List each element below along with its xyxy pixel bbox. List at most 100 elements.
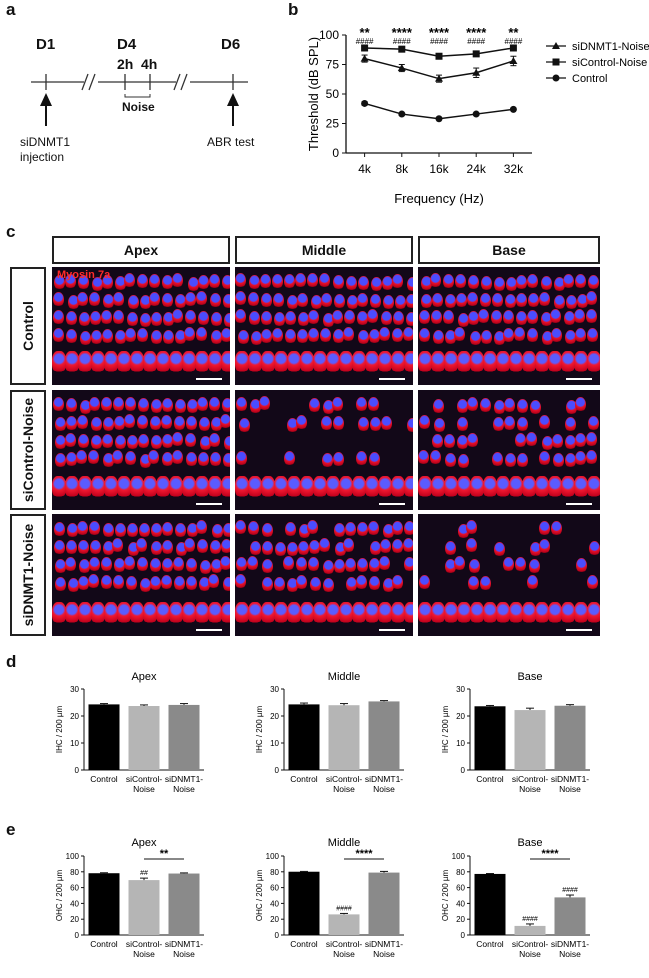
hair-cell [503, 328, 515, 344]
bar-y-tick-label: 20 [456, 712, 465, 721]
hair-cell [381, 416, 393, 432]
inner-hair-cell [117, 351, 131, 373]
bar-y-tick-label: 0 [75, 931, 80, 940]
hair-cell [100, 396, 112, 412]
bar-chart-title: Apex [131, 837, 157, 849]
abr-data-point [398, 45, 406, 53]
hair-cell [184, 432, 196, 448]
hair-cell [223, 523, 230, 539]
hair-cell [54, 576, 66, 592]
bar [554, 897, 586, 935]
hair-cell [295, 273, 306, 288]
hair-cell [113, 415, 125, 431]
abr-data-point [397, 64, 406, 72]
bar-category-label: siDNMT1- [365, 939, 403, 949]
hair-cell [90, 416, 102, 432]
micrograph-image [418, 267, 600, 385]
hair-cell [136, 538, 148, 554]
column-header-middle: Middle [235, 236, 413, 264]
hair-cell [101, 274, 113, 290]
hair-cell [55, 559, 67, 575]
hair-cell [307, 273, 319, 289]
hair-cell [308, 310, 320, 326]
hair-cell [505, 453, 517, 469]
hair-cell [588, 275, 600, 291]
hair-cell [574, 273, 586, 289]
hair-cell [563, 274, 575, 290]
bar-category-label: Control [476, 939, 504, 949]
hair-cell [112, 309, 124, 325]
hair-cell [209, 397, 221, 413]
hair-cell [443, 274, 455, 290]
bar-category-label: Control [90, 939, 118, 949]
hair-cell [309, 398, 321, 414]
hair-cell [250, 330, 262, 346]
hair-cell [139, 453, 151, 469]
inner-hair-cell [169, 602, 183, 624]
hair-cell [493, 417, 505, 433]
hair-cell [210, 452, 222, 468]
bar-category-label: Noise [559, 784, 581, 794]
bar-category-label: siControl- [126, 774, 163, 784]
inner-hair-cell [91, 351, 105, 373]
hair-cell [368, 397, 380, 413]
hair-cell [272, 274, 284, 290]
bar-category-label: Noise [333, 784, 355, 794]
inner-hair-cell [339, 602, 353, 624]
hair-cell [210, 311, 222, 327]
hair-cell [174, 293, 186, 309]
hair-cell [79, 399, 91, 415]
hair-cell [345, 576, 357, 592]
inner-hair-cell [352, 476, 366, 498]
bar [368, 701, 400, 770]
bar-chart-ihc-base: Base 0 10 20 30 IHC / 200 µm Control siControl-… [441, 671, 590, 794]
inner-hair-cell [143, 476, 157, 498]
abr-x-axis-title: Frequency (Hz) [394, 191, 484, 206]
hair-cell [514, 556, 526, 572]
hair-cell [125, 328, 137, 344]
bar-y-tick-label: 100 [266, 852, 280, 861]
hair-cell [220, 556, 230, 572]
hair-cell [162, 522, 174, 538]
hair-cell [124, 273, 136, 289]
inner-hair-cell [65, 476, 79, 498]
hair-cell [210, 558, 222, 574]
hair-cell [53, 310, 65, 326]
bar-category-label: Control [290, 939, 318, 949]
hair-cell [76, 291, 88, 307]
abr-y-tick-label: 100 [319, 28, 339, 42]
bar-category-label: Noise [519, 784, 541, 794]
bar [328, 914, 360, 935]
hair-cell [454, 327, 465, 342]
inner-hair-cell [391, 351, 405, 373]
inner-hair-cell [182, 351, 196, 373]
hair-cell [430, 273, 442, 289]
hair-cell [199, 417, 211, 433]
hair-cell [454, 273, 466, 289]
hair-cell [418, 574, 430, 590]
hair-cell [173, 557, 185, 573]
hair-cell [433, 417, 445, 433]
hair-cell [223, 577, 230, 593]
hair-cell [77, 521, 89, 537]
hair-cell [529, 559, 541, 575]
hair-cell [283, 556, 295, 572]
row-header-sicontrol-noise: siControl-Noise [10, 390, 46, 510]
abr-x-tick-label: 16k [429, 162, 449, 176]
hair-cell [235, 291, 247, 307]
hair-cell [346, 294, 358, 310]
hair-cell [210, 540, 222, 556]
bar-category-label: siDNMT1- [551, 774, 589, 784]
hair-cell [185, 451, 197, 467]
hair-cell [53, 292, 65, 308]
hair-cell [163, 330, 175, 346]
abr-data-point [361, 99, 369, 107]
hair-cell [357, 275, 369, 291]
bar-chart-title: Middle [328, 671, 360, 683]
abr-data-point [509, 105, 517, 113]
hair-cell [505, 276, 517, 292]
hair-cell [211, 523, 223, 539]
abr-series-1 [361, 44, 517, 60]
abr-x-tick-label: 8k [395, 162, 409, 176]
hair-cell [126, 522, 138, 538]
